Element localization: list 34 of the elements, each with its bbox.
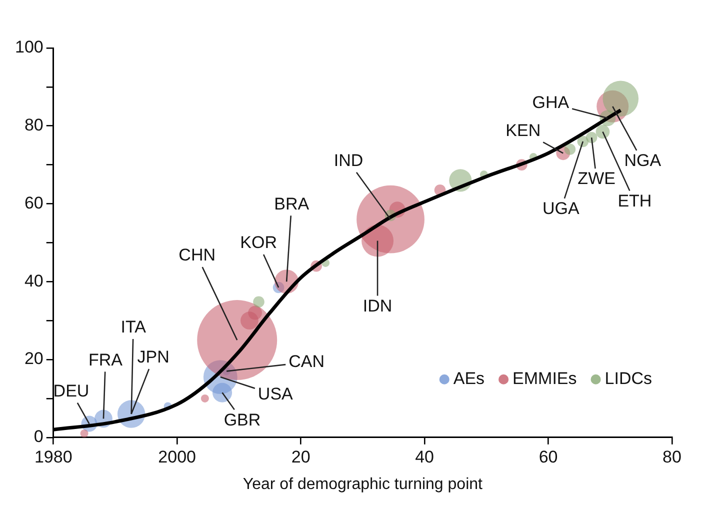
annotation: FRA [88, 350, 124, 370]
annotation: KOR [240, 233, 277, 252]
y-tick-label: 0 [34, 427, 44, 446]
legend-label: LIDCs [604, 369, 652, 388]
y-tick-label: 40 [24, 271, 44, 290]
x-tick-label: 60 [538, 447, 558, 466]
annotation: ITA [120, 318, 147, 337]
annotation: CAN [288, 352, 325, 371]
annotation: UGA [542, 199, 580, 218]
x-tick-label: 40 [415, 447, 434, 466]
y-tick-label: 100 [14, 38, 44, 57]
x-tick-label: 2000 [158, 447, 196, 466]
annotation: NGA [624, 151, 662, 170]
x-axis-title: Year of demographic turning point [242, 476, 484, 493]
annotation: DEU [53, 381, 90, 400]
annotation: ZWE [578, 169, 616, 188]
legend-label: EMMIEs [512, 369, 577, 388]
legend-label: AEs [453, 369, 485, 388]
y-tick-label: 20 [24, 349, 44, 368]
annotation: KEN [506, 120, 541, 140]
annotation: IND [334, 151, 364, 170]
annotation: JPN [137, 348, 170, 367]
annotation: BRA [274, 194, 310, 214]
annotation: CHN [178, 246, 216, 265]
annotation: USA [258, 384, 294, 404]
annotation: GHA [532, 92, 570, 112]
annotation: IDN [362, 296, 392, 316]
y-tick-label: 80 [24, 116, 44, 135]
annotation: GBR [224, 410, 261, 430]
annotation: ETH [618, 191, 652, 210]
x-tick-label: 20 [291, 447, 310, 466]
x-tick-label: 80 [662, 447, 682, 466]
x-tick-label: 1980 [34, 447, 72, 466]
y-tick-label: 60 [24, 193, 44, 212]
